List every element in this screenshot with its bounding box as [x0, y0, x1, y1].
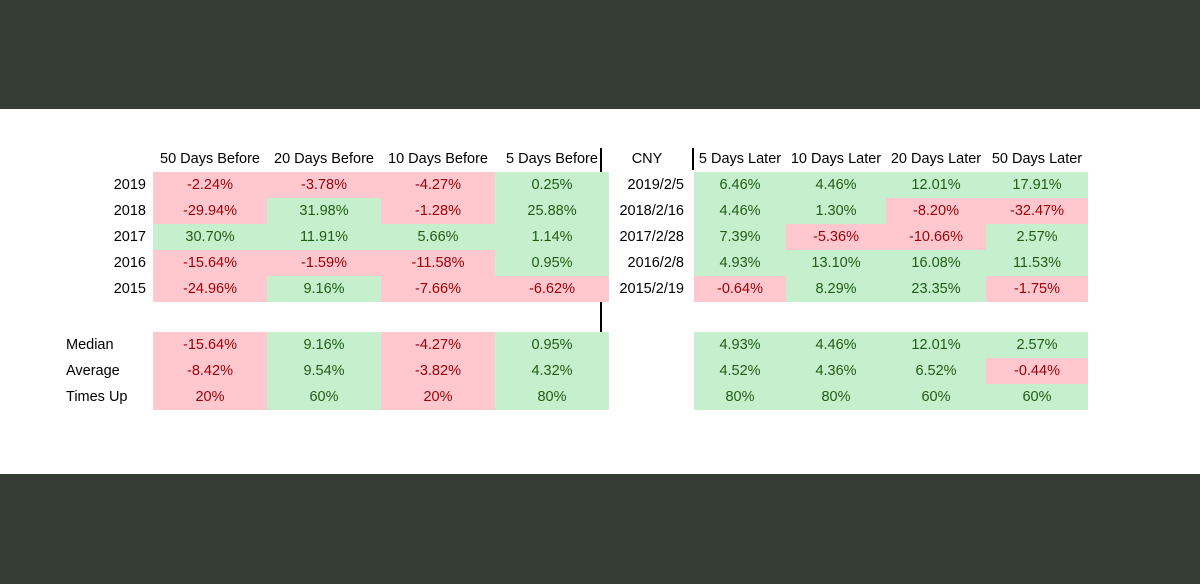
- table-cell: -7.66%: [381, 276, 495, 302]
- stat-cell: 80%: [786, 384, 886, 410]
- table-cell: -15.64%: [153, 250, 267, 276]
- table-cell: 1.14%: [495, 224, 609, 250]
- table-cell: 4.46%: [694, 198, 786, 224]
- stat-label: Times Up: [66, 389, 128, 405]
- column-header: 20 Days Before: [274, 151, 374, 167]
- stat-cell: 0.95%: [495, 332, 609, 358]
- table-cell: 11.53%: [986, 250, 1088, 276]
- stat-cell: 80%: [694, 384, 786, 410]
- stat-cell: 4.36%: [786, 358, 886, 384]
- stat-label: Median: [66, 337, 114, 353]
- table-cell: 13.10%: [786, 250, 886, 276]
- row-year-label: 2019: [113, 177, 146, 193]
- stat-cell: 80%: [495, 384, 609, 410]
- stat-cell: 20%: [153, 384, 267, 410]
- column-header: 10 Days Later: [790, 151, 882, 167]
- stat-cell: 4.52%: [694, 358, 786, 384]
- stat-cell: 60%: [267, 384, 381, 410]
- table-cell: 12.01%: [886, 172, 986, 198]
- column-header: 5 Days Before: [506, 151, 598, 167]
- table-cell: 9.16%: [267, 276, 381, 302]
- table-cell: -32.47%: [986, 198, 1088, 224]
- cny-date: 2017/2/28: [619, 229, 684, 245]
- table-cell: 11.91%: [267, 224, 381, 250]
- stat-cell: -3.82%: [381, 358, 495, 384]
- stat-cell: -4.27%: [381, 332, 495, 358]
- table-cell: 0.25%: [495, 172, 609, 198]
- column-header: 50 Days Later: [991, 151, 1083, 167]
- table-cell: -0.64%: [694, 276, 786, 302]
- table-cell: 17.91%: [986, 172, 1088, 198]
- stat-cell: 9.54%: [267, 358, 381, 384]
- table-cell: 1.30%: [786, 198, 886, 224]
- table-cell: 4.93%: [694, 250, 786, 276]
- table-cell: 6.46%: [694, 172, 786, 198]
- row-year-label: 2018: [113, 203, 146, 219]
- column-header: 5 Days Later: [698, 151, 782, 167]
- table-cell: -4.27%: [381, 172, 495, 198]
- table-cell: -1.75%: [986, 276, 1088, 302]
- table-cell: -1.28%: [381, 198, 495, 224]
- stat-label: Average: [66, 363, 120, 379]
- cny-header-divider: [692, 148, 694, 170]
- table-cell: -2.24%: [153, 172, 267, 198]
- cny-date: 2016/2/8: [627, 255, 684, 271]
- column-header-cny: CNY: [631, 151, 663, 167]
- cny-date: 2015/2/19: [619, 281, 684, 297]
- table-cell: 4.46%: [786, 172, 886, 198]
- table-cell: -6.62%: [495, 276, 609, 302]
- table-cell: 16.08%: [886, 250, 986, 276]
- table-cell: 0.95%: [495, 250, 609, 276]
- table-cell: 25.88%: [495, 198, 609, 224]
- table-cell: 30.70%: [153, 224, 267, 250]
- stat-cell: 60%: [886, 384, 986, 410]
- table-cell: 7.39%: [694, 224, 786, 250]
- table-cell: -10.66%: [886, 224, 986, 250]
- table-cell: 31.98%: [267, 198, 381, 224]
- table-cell: -3.78%: [267, 172, 381, 198]
- stat-cell: 6.52%: [886, 358, 986, 384]
- table-cell: 5.66%: [381, 224, 495, 250]
- table-cell: 8.29%: [786, 276, 886, 302]
- table-cell: -5.36%: [786, 224, 886, 250]
- table-cell: -24.96%: [153, 276, 267, 302]
- stat-cell: 60%: [986, 384, 1088, 410]
- stat-cell: 12.01%: [886, 332, 986, 358]
- stat-cell: -8.42%: [153, 358, 267, 384]
- column-header: 10 Days Before: [388, 151, 488, 167]
- table-cell: -11.58%: [381, 250, 495, 276]
- table-cell: 2.57%: [986, 224, 1088, 250]
- column-header: 20 Days Later: [890, 151, 982, 167]
- stat-cell: 20%: [381, 384, 495, 410]
- stat-cell: 4.93%: [694, 332, 786, 358]
- column-header: 50 Days Before: [160, 151, 260, 167]
- stat-cell: 2.57%: [986, 332, 1088, 358]
- cny-date: 2019/2/5: [627, 177, 684, 193]
- table-cell: -8.20%: [886, 198, 986, 224]
- table-cell: 23.35%: [886, 276, 986, 302]
- table-cell: -1.59%: [267, 250, 381, 276]
- row-year-label: 2016: [113, 255, 146, 271]
- stat-cell: 4.32%: [495, 358, 609, 384]
- cny-date: 2018/2/16: [619, 203, 684, 219]
- stat-cell: -15.64%: [153, 332, 267, 358]
- table-cell: -29.94%: [153, 198, 267, 224]
- stat-cell: 4.46%: [786, 332, 886, 358]
- stat-cell: 9.16%: [267, 332, 381, 358]
- row-year-label: 2017: [113, 229, 146, 245]
- stat-cell: -0.44%: [986, 358, 1088, 384]
- row-year-label: 2015: [113, 281, 146, 297]
